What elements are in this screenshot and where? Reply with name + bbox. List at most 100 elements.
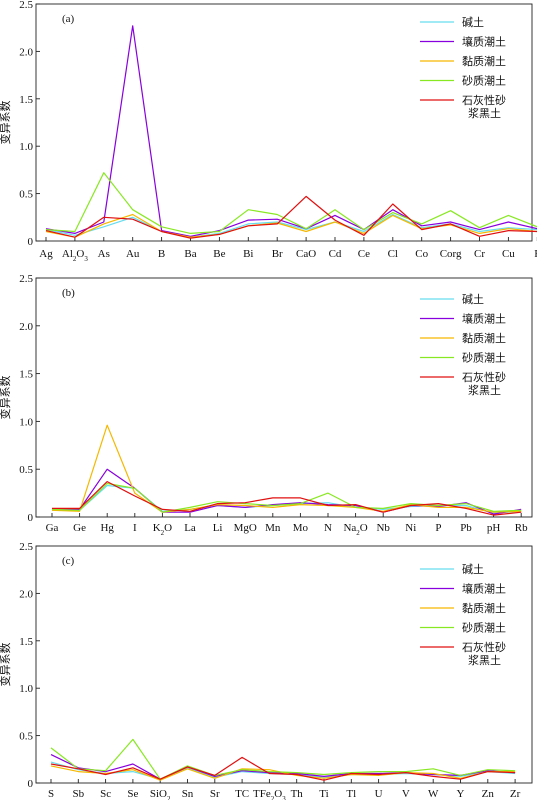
panel-label: (a) — [62, 13, 75, 25]
x-tick-label: Sn — [182, 788, 194, 800]
x-tick-label: Ga — [46, 522, 59, 534]
series-line-4 — [52, 481, 522, 516]
series-line-3 — [45, 172, 537, 234]
x-tick-label: U — [375, 788, 383, 800]
x-tick-label: B — [158, 248, 165, 260]
x-tick-label: V — [402, 788, 410, 800]
legend-label: 碱土 — [462, 16, 484, 29]
y-tick-label: 2.5 — [19, 0, 33, 11]
x-tick-label: Na2O — [343, 522, 367, 537]
x-tick-label: TFe2O3 — [253, 788, 286, 800]
x-tick-label: Al2O3 — [62, 248, 88, 263]
series-line-3 — [51, 482, 522, 513]
x-tick-label: Bi — [243, 248, 253, 260]
x-tick-label: Sc — [100, 788, 111, 800]
y-tick-label: 1.5 — [19, 369, 33, 381]
legend-label: 黏质潮土 — [462, 601, 506, 615]
x-tick-label: Cr — [474, 248, 485, 260]
x-tick-label: Th — [291, 788, 304, 800]
legend-label: 石灰性砂浆黑土 — [462, 93, 506, 120]
y-tick-label: 1.0 — [19, 683, 33, 695]
series-line-4 — [45, 195, 537, 239]
plot-frame — [35, 3, 533, 242]
legend-label: 黏质潮土 — [462, 54, 506, 68]
x-tick-label: Ba — [184, 248, 196, 260]
x-tick-label: S — [48, 788, 54, 800]
x-tick-label: Hg — [100, 522, 114, 534]
y-tick-label: 2.0 — [19, 588, 33, 600]
y-tick-label: 0.5 — [19, 189, 33, 201]
x-tick-label: As — [98, 248, 110, 260]
y-axis-title: 变异系数 — [0, 643, 12, 687]
x-tick-label: MgO — [234, 522, 257, 534]
y-tick-label: 2.0 — [19, 46, 33, 58]
legend-label: 石灰性砂浆黑土 — [462, 640, 506, 667]
x-tick-label: Ge — [73, 522, 86, 534]
legend-label: 壤质潮土 — [462, 35, 506, 49]
x-tick-label: Rb — [515, 522, 528, 534]
y-tick-label: 0.5 — [19, 464, 33, 476]
panel-2: 0 0.5 1.0 1.5 2.0 2.5 变异系数 (c) S Sb Sc Se SiO2 Sn Sr TC… — [0, 541, 533, 800]
y-tick-label: 1.5 — [19, 636, 33, 648]
legend-label: 砂质潮土 — [462, 351, 506, 365]
x-tick-label: Corg — [440, 248, 462, 260]
legend-label: 砂质潮土 — [462, 74, 506, 88]
x-tick-label: Zn — [482, 788, 495, 800]
plot-frame — [35, 545, 533, 784]
panel-1: 0 0.5 1.0 1.5 2.0 2.5 变异系数 (b) Ga Ge Hg I K2O La Li MgO… — [0, 273, 533, 537]
x-tick-label: Au — [126, 248, 140, 260]
x-tick-label: I — [133, 522, 137, 534]
x-tick-label: La — [184, 522, 196, 534]
x-tick-label: Br — [272, 248, 283, 260]
y-tick-label: 2.5 — [19, 273, 33, 285]
x-tick-label: P — [435, 522, 441, 534]
x-tick-label: Sr — [210, 788, 220, 800]
x-tick-label: Ni — [405, 522, 416, 534]
legend-label: 石灰性砂浆黑土 — [462, 370, 506, 397]
x-tick-label: W — [428, 788, 439, 800]
x-tick-label: Sb — [72, 788, 84, 800]
y-tick-label: 0 — [28, 236, 34, 248]
x-tick-label: Cd — [329, 248, 342, 260]
y-tick-label: 1.5 — [19, 94, 33, 106]
x-tick-label: SiO2 — [150, 788, 171, 800]
y-axis-title: 变异系数 — [0, 376, 12, 420]
panel-label: (c) — [62, 555, 75, 567]
legend-label: 黏质潮土 — [462, 331, 506, 345]
panel-label: (b) — [62, 287, 75, 299]
legend-label: 壤质潮土 — [462, 582, 506, 596]
x-tick-label: Zr — [510, 788, 521, 800]
legend-label: 砂质潮土 — [462, 621, 506, 635]
series-line-2 — [51, 424, 522, 513]
x-tick-label: TC — [235, 788, 249, 800]
x-tick-label: Be — [213, 248, 225, 260]
x-tick-label: Se — [127, 788, 138, 800]
y-axis-title: 变异系数 — [0, 101, 12, 145]
x-tick-label: Mn — [265, 522, 281, 534]
series-line-3 — [50, 738, 516, 780]
x-tick-label: Ti — [319, 788, 328, 800]
x-tick-label: N — [324, 522, 332, 534]
x-tick-label: Mo — [293, 522, 309, 534]
x-tick-label: Li — [213, 522, 223, 534]
legend-label: 壤质潮土 — [462, 312, 506, 326]
x-tick-label: Cu — [502, 248, 515, 260]
panel-0: 0 0.5 1.0 1.5 2.0 2.5 变异系数 (a) Ag Al2O3 As Au B Ba Be B… — [0, 0, 537, 263]
series-line-1 — [45, 25, 537, 237]
y-tick-label: 2.0 — [19, 321, 33, 333]
x-tick-label: CaO — [296, 248, 316, 260]
y-tick-label: 1.0 — [19, 141, 33, 153]
x-tick-label: K2O — [153, 522, 172, 537]
x-tick-label: Tl — [346, 788, 356, 800]
plot-frame — [35, 277, 533, 518]
x-tick-label: F — [534, 248, 537, 260]
x-tick-label: Ag — [39, 248, 53, 260]
series-line-4 — [50, 756, 516, 781]
y-tick-label: 0 — [28, 778, 34, 790]
x-tick-label: Ce — [358, 248, 370, 260]
y-tick-label: 0.5 — [19, 731, 33, 743]
x-tick-label: Nb — [376, 522, 390, 534]
